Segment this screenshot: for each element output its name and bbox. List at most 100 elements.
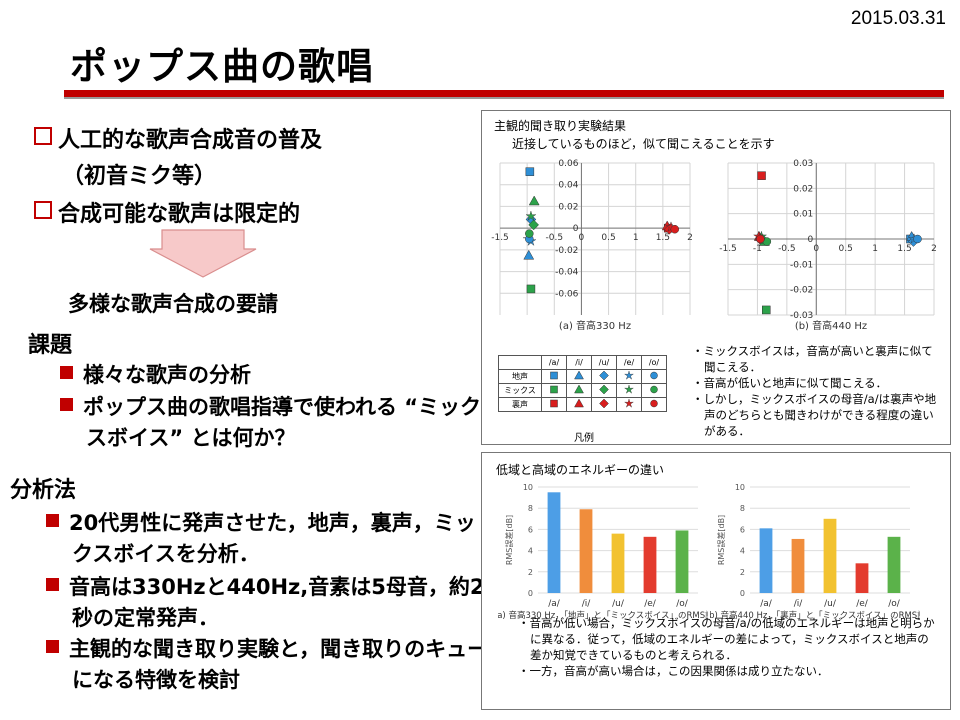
x-tick-label: /u/	[824, 599, 837, 609]
note-line: ・音高が低い場合，ミックスボイスの母音/a/の低域のエネルギーは地声と明らかに異…	[518, 616, 935, 662]
square-bullet-icon	[46, 640, 59, 653]
legend-vowel-header: /i/	[566, 355, 592, 370]
circle-icon	[650, 385, 658, 394]
x-tick-label: 0.5	[601, 233, 615, 243]
x-tick-label: /i/	[582, 599, 592, 609]
x-tick-label: 2	[687, 233, 693, 243]
data-point	[756, 234, 765, 244]
legend-symbol-cell	[616, 383, 642, 398]
checkbox-bullet-icon	[34, 127, 52, 145]
y-tick-label: 0.04	[558, 181, 578, 191]
bullet-text: 人工的な歌声合成音の普及	[58, 128, 323, 153]
y-tick-label: 0.01	[793, 210, 813, 220]
x-tick-label: /o/	[676, 599, 689, 609]
method-text: 20代男性に発声させた，地声，裏声，ミックスボイスを分析．	[69, 511, 476, 566]
listening-test-panel: 主観的聞き取り実験結果 近接しているものほど，似て聞こえることを示す -1.5 -…	[481, 110, 951, 445]
data-point	[528, 195, 540, 206]
y-tick-label: 0.06	[558, 159, 578, 169]
bar	[887, 536, 901, 593]
legend-symbol-cell	[591, 397, 617, 412]
bar	[643, 536, 657, 593]
checkbox-bullet-icon	[34, 201, 52, 219]
legend-row-label: ミックス	[498, 383, 542, 398]
x-tick-label: /a/	[548, 599, 561, 609]
x-tick-label: 2	[931, 244, 937, 254]
issue-text: ポップス曲の歌唱指導で使われる “ミックスボイス” とは何か？	[83, 395, 482, 450]
legend-symbol-cell	[641, 369, 667, 384]
x-tick-label: -0.5	[778, 244, 796, 254]
legend-symbol-cell	[566, 397, 592, 412]
down-arrow-icon	[149, 229, 257, 278]
method-item-3: 主観的な聞き取り実験と，聞き取りのキューになる特徴を検討	[46, 634, 492, 696]
square-bullet-icon	[46, 578, 59, 591]
y-tick-label: -0.02	[555, 246, 578, 256]
x-tick-label: /e/	[856, 599, 869, 609]
y-tick-label: 8	[740, 504, 745, 513]
triangle-icon	[574, 370, 584, 380]
y-tick-label: 10	[735, 483, 745, 492]
legend-marker	[650, 385, 658, 394]
legend-row-label: 地声	[498, 369, 542, 384]
legend-symbol-cell	[541, 397, 567, 412]
y-tick-label: -0.04	[555, 268, 579, 278]
note-line: ・しかし，ミックスボイスの母音/a/は裏声や地声のどちらとも聞きわけができる程度…	[692, 392, 937, 438]
legend-symbol-cell	[541, 383, 567, 398]
method-text: 主観的な聞き取り実験と，聞き取りのキューになる特徴を検討	[69, 637, 489, 692]
x-tick-label: -1.5	[719, 244, 737, 254]
bullet-text: 合成可能な歌声は限定的	[58, 202, 301, 227]
data-point	[523, 249, 535, 260]
legend-marker	[574, 384, 584, 394]
bar	[547, 492, 561, 593]
panel-subtitle: 近接しているものほど，似て聞こえることを示す	[512, 137, 775, 151]
star-icon	[624, 398, 634, 408]
y-tick-label: 4	[528, 547, 533, 556]
data-point	[525, 229, 534, 238]
square-bullet-icon	[60, 366, 73, 379]
date: 2015.03.31	[850, 8, 946, 29]
circle-icon	[650, 371, 658, 380]
chart-caption: (b) 音高440 Hz，「裏声」と「ミックスボイス」のRMS誤差	[710, 610, 920, 621]
y-tick-label: 2	[740, 568, 745, 577]
chart-caption: (a) 音高330 Hz，「地声」と「ミックスボイス」のRMS誤差	[498, 610, 708, 621]
panel-title: 低域と高域のエネルギーの違い	[496, 463, 665, 477]
star-icon	[624, 370, 634, 380]
energy-panel: 低域と高域のエネルギーの違い 0 2 4 6 8 10 RMS誤差[dB] /a/ /i/ /u/…	[481, 452, 951, 710]
legend-marker	[574, 370, 584, 380]
scatter-chart-440hz: -1.5 -1 -0.5 0 0.5 1 1.5 2 0.03 0.02 0.01 -0.01 -0.0…	[719, 159, 937, 332]
legend-caption: 凡例	[574, 433, 594, 444]
x-tick-label: /i/	[794, 599, 804, 609]
square-icon	[550, 385, 558, 394]
bar	[759, 528, 773, 593]
legend-symbol-cell	[591, 383, 617, 398]
legend-symbol-cell	[641, 397, 667, 412]
legend-symbol-cell	[566, 369, 592, 384]
star-icon	[624, 384, 634, 394]
legend-marker	[650, 399, 658, 408]
y-tick-label: -0.06	[555, 289, 579, 299]
data-point	[913, 234, 922, 244]
issue-item-analysis: 様々な歌声の分析	[60, 360, 465, 391]
legend-marker	[599, 398, 609, 409]
bar	[579, 509, 593, 593]
x-tick-label: 1.5	[897, 244, 911, 254]
legend-marker	[550, 385, 558, 394]
legend-symbol-cell	[641, 383, 667, 398]
y-tick-label: 4	[740, 547, 745, 556]
y-tick-label: 8	[528, 504, 533, 513]
legend-marker	[599, 384, 609, 395]
data-point	[525, 167, 535, 176]
method-text: 音高は330Hzと440Hz,音素は5母音，約2秒の定常発声．	[69, 575, 485, 630]
y-tick-label: 0.02	[558, 202, 578, 212]
diamond-icon	[599, 398, 609, 409]
y-tick-label: -0.01	[790, 260, 813, 270]
title-underline-shadow	[64, 97, 944, 99]
issue-item-mixvoice: ポップス曲の歌唱指導で使われる “ミックスボイス” とは何か？	[60, 392, 491, 454]
note-line: ・一方，音高が高い場合は，この因果関係は成り立たない．	[518, 664, 829, 678]
legend-marker	[550, 371, 558, 380]
y-tick-label: 6	[740, 525, 745, 534]
bar	[791, 538, 805, 593]
bullet-popularity: 人工的な歌声合成音の普及	[34, 122, 322, 154]
issue-text: 様々な歌声の分析	[83, 363, 251, 387]
panel-title: 主観的聞き取り実験結果	[494, 119, 627, 133]
legend-marker	[599, 370, 609, 381]
